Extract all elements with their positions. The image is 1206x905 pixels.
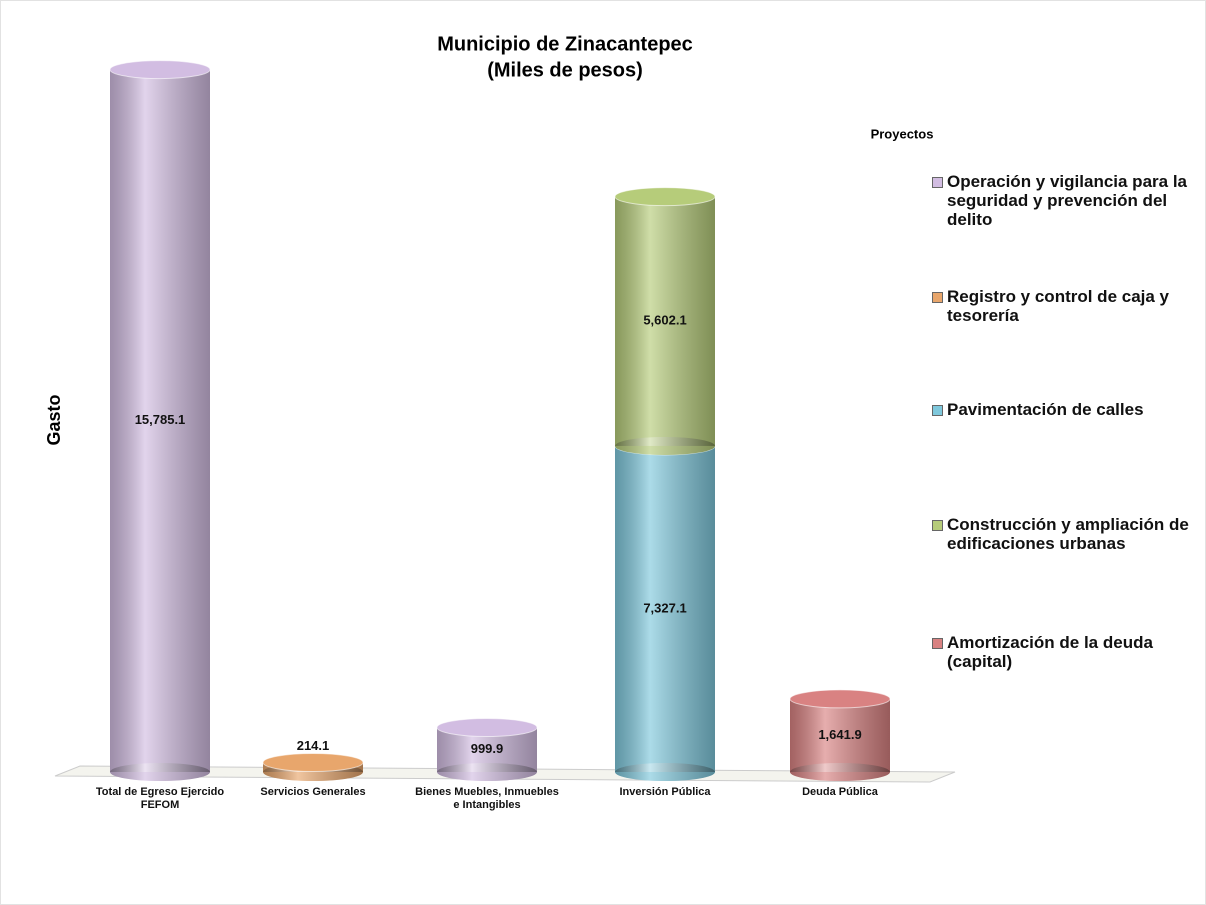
x-tick-label: Inversión Pública <box>619 786 711 798</box>
legend-label: Pavimentación de calles <box>947 400 1144 419</box>
bar-bottom-shade <box>110 763 210 781</box>
legend-label: Amortización de la deuda (capital) <box>947 633 1153 671</box>
legend-label: Operación y vigilancia para la seguridad… <box>947 172 1187 229</box>
bar-shade <box>110 69 210 772</box>
bar-top <box>262 752 364 772</box>
bar-shade <box>615 196 715 446</box>
data-label: 1,641.9 <box>818 727 861 742</box>
bar-top <box>109 60 211 80</box>
data-label: 7,327.1 <box>643 600 686 615</box>
legend-swatch <box>932 405 943 416</box>
bar-bottom-shade <box>615 763 715 781</box>
legend-swatch <box>932 520 943 531</box>
bar-bottom-shade <box>437 763 537 781</box>
legend-swatch <box>932 292 943 303</box>
data-label: 214.1 <box>297 738 330 753</box>
bar-top <box>789 689 891 709</box>
chart-title: Municipio de Zinacantepec <box>437 33 693 55</box>
x-tick-label: Deuda Pública <box>802 786 878 798</box>
legend-entry: Operación y vigilancia para la seguridad… <box>932 172 1202 229</box>
y-axis-label: Gasto <box>44 394 64 445</box>
legend-entry: Construcción y ampliación de edificacion… <box>932 515 1202 553</box>
x-tick-label: Servicios Generales <box>260 786 366 798</box>
x-tick-label: Bienes Muebles, Inmuebles e Intangibles <box>415 786 559 811</box>
x-tick-label: Total de Egreso Ejercido FEFOM <box>95 786 225 811</box>
bar-shade <box>615 445 715 772</box>
bar-bottom-shade <box>615 436 715 455</box>
bar-shade <box>790 698 890 772</box>
legend-swatch <box>932 638 943 649</box>
data-label: 15,785.1 <box>135 412 186 427</box>
legend-entry: Amortización de la deuda (capital) <box>932 633 1202 671</box>
data-label: 5,602.1 <box>643 313 686 328</box>
legend-entry: Pavimentación de calles <box>932 400 1202 419</box>
bar-top <box>614 187 716 207</box>
data-label: 999.9 <box>471 741 504 756</box>
legend-entry: Registro y control de caja y tesorería <box>932 287 1202 325</box>
bar-top <box>436 718 538 738</box>
chart-subtitle: (Miles de pesos) <box>487 59 643 81</box>
bars: 15,785.1 214.1 999.9 7,327.1 5,602.1 1,641.9 <box>109 60 891 781</box>
legend-swatch <box>932 177 943 188</box>
legend-label: Registro y control de caja y tesorería <box>947 287 1170 325</box>
legend-label: Construcción y ampliación de edificacion… <box>947 515 1189 553</box>
bar-bottom-shade <box>790 763 890 781</box>
legend-title: Proyectos <box>871 126 934 141</box>
